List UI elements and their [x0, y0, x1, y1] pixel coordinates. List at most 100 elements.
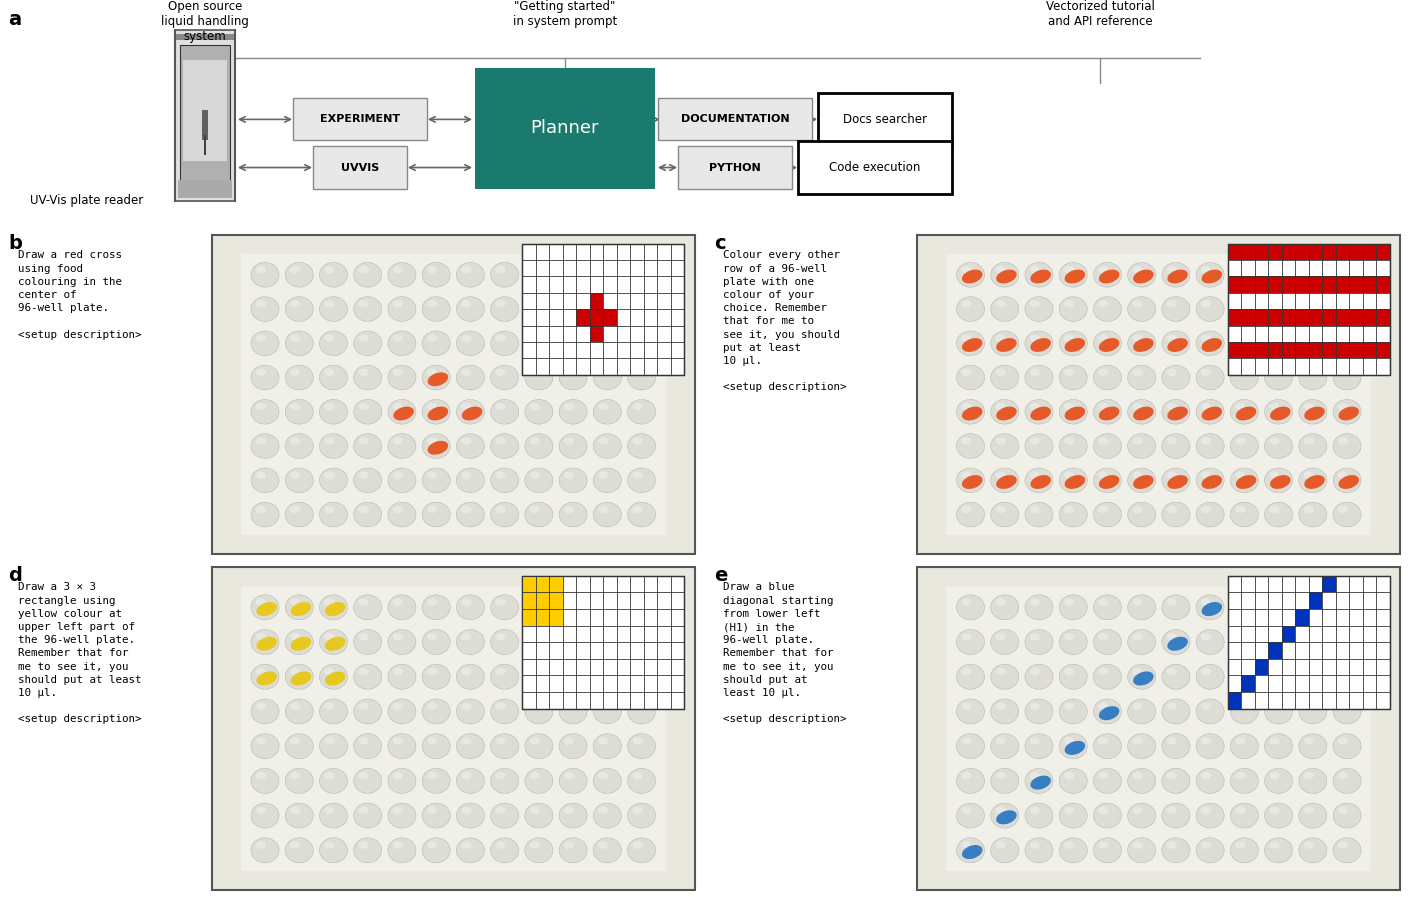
Ellipse shape: [628, 331, 656, 355]
Ellipse shape: [285, 365, 313, 390]
Ellipse shape: [358, 806, 368, 814]
Ellipse shape: [996, 667, 1006, 675]
Ellipse shape: [1060, 297, 1088, 321]
Ellipse shape: [996, 598, 1006, 606]
Ellipse shape: [1065, 406, 1085, 421]
Ellipse shape: [428, 506, 437, 513]
Ellipse shape: [251, 434, 279, 458]
Ellipse shape: [1298, 297, 1326, 321]
Ellipse shape: [991, 331, 1019, 355]
Ellipse shape: [285, 734, 313, 759]
Ellipse shape: [1030, 737, 1040, 745]
Ellipse shape: [1133, 270, 1154, 283]
Ellipse shape: [996, 437, 1006, 445]
Ellipse shape: [1202, 475, 1222, 489]
Ellipse shape: [392, 335, 404, 342]
Ellipse shape: [1230, 331, 1259, 355]
Ellipse shape: [559, 595, 587, 620]
Ellipse shape: [1167, 667, 1177, 675]
Ellipse shape: [1201, 806, 1211, 814]
Ellipse shape: [529, 737, 540, 745]
Ellipse shape: [991, 297, 1019, 321]
Ellipse shape: [632, 472, 642, 479]
Ellipse shape: [1127, 838, 1156, 863]
Ellipse shape: [1098, 506, 1109, 513]
Ellipse shape: [525, 803, 553, 828]
Ellipse shape: [525, 502, 553, 527]
Ellipse shape: [1230, 630, 1259, 655]
Ellipse shape: [255, 300, 267, 308]
Bar: [1376, 276, 1390, 292]
Ellipse shape: [392, 437, 404, 445]
Ellipse shape: [1235, 633, 1246, 640]
Ellipse shape: [991, 502, 1019, 527]
Ellipse shape: [598, 369, 608, 376]
Ellipse shape: [392, 369, 404, 376]
Ellipse shape: [495, 702, 505, 710]
Ellipse shape: [1201, 369, 1211, 376]
Ellipse shape: [525, 665, 553, 689]
Ellipse shape: [529, 771, 540, 779]
Ellipse shape: [428, 806, 437, 814]
Ellipse shape: [1161, 699, 1189, 724]
Ellipse shape: [456, 803, 484, 828]
Ellipse shape: [255, 403, 267, 411]
Ellipse shape: [598, 598, 608, 606]
Ellipse shape: [996, 270, 1017, 283]
Ellipse shape: [291, 369, 301, 376]
Ellipse shape: [1094, 769, 1122, 793]
Ellipse shape: [1161, 769, 1189, 793]
Ellipse shape: [1064, 506, 1074, 513]
Ellipse shape: [491, 838, 519, 863]
Ellipse shape: [428, 403, 437, 411]
Ellipse shape: [1098, 771, 1109, 779]
Ellipse shape: [1201, 598, 1211, 606]
Ellipse shape: [1230, 365, 1259, 390]
Ellipse shape: [285, 263, 313, 287]
Ellipse shape: [319, 434, 347, 458]
Ellipse shape: [388, 297, 416, 321]
Ellipse shape: [428, 266, 437, 274]
Ellipse shape: [1060, 365, 1088, 390]
Ellipse shape: [1060, 595, 1088, 620]
Bar: [1295, 609, 1309, 625]
Ellipse shape: [422, 595, 450, 620]
Ellipse shape: [957, 595, 985, 620]
Ellipse shape: [1197, 331, 1225, 355]
Ellipse shape: [388, 699, 416, 724]
Ellipse shape: [628, 838, 656, 863]
Ellipse shape: [456, 665, 484, 689]
Ellipse shape: [319, 399, 347, 424]
Ellipse shape: [598, 403, 608, 411]
Ellipse shape: [1270, 270, 1291, 283]
Ellipse shape: [285, 769, 313, 793]
Ellipse shape: [593, 263, 621, 287]
Text: PYTHON: PYTHON: [710, 162, 761, 172]
Ellipse shape: [1133, 335, 1143, 342]
Ellipse shape: [495, 806, 505, 814]
Ellipse shape: [1304, 771, 1314, 779]
Ellipse shape: [251, 838, 279, 863]
Bar: [1268, 309, 1281, 326]
Ellipse shape: [1167, 633, 1177, 640]
Ellipse shape: [1264, 769, 1292, 793]
Ellipse shape: [285, 399, 313, 424]
Ellipse shape: [1333, 595, 1362, 620]
Ellipse shape: [1167, 369, 1177, 376]
Ellipse shape: [1264, 734, 1292, 759]
Ellipse shape: [1230, 502, 1259, 527]
Ellipse shape: [1236, 475, 1256, 489]
Ellipse shape: [291, 737, 301, 745]
Ellipse shape: [1201, 633, 1211, 640]
Ellipse shape: [1161, 734, 1189, 759]
Ellipse shape: [1167, 266, 1177, 274]
Ellipse shape: [961, 737, 972, 745]
Bar: [212, 568, 696, 890]
Ellipse shape: [461, 667, 471, 675]
Ellipse shape: [593, 769, 621, 793]
Ellipse shape: [1202, 406, 1222, 421]
Bar: [175, 30, 236, 201]
Ellipse shape: [1298, 399, 1326, 424]
Ellipse shape: [456, 734, 484, 759]
Ellipse shape: [1060, 665, 1088, 689]
